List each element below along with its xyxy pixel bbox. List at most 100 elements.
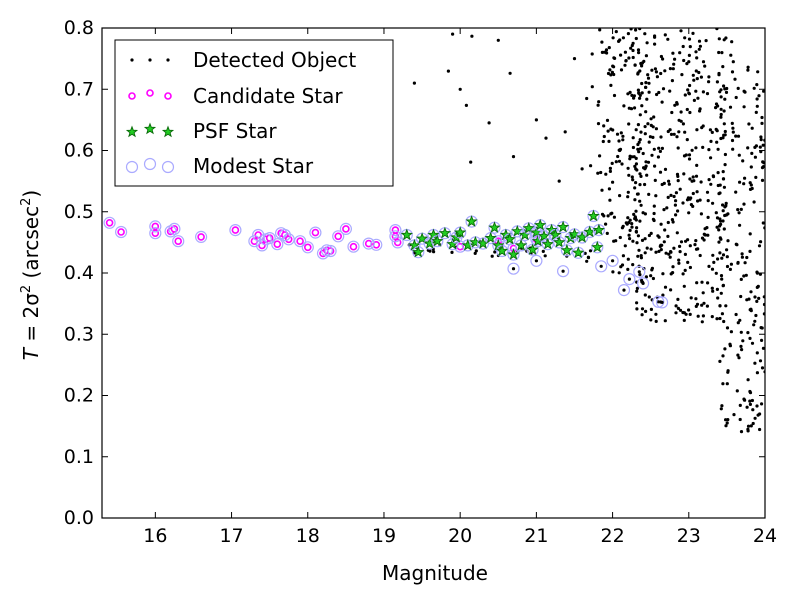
detected-object-point — [602, 214, 606, 218]
detected-object-point — [604, 172, 608, 176]
detected-object-point — [722, 84, 726, 88]
detected-object-point — [631, 48, 635, 53]
detected-object-point — [723, 347, 727, 351]
detected-object-point — [710, 315, 714, 319]
detected-object-point — [676, 297, 680, 301]
detected-object-point — [635, 241, 639, 245]
detected-object-point — [739, 207, 743, 211]
detected-object-point — [643, 251, 647, 255]
detected-object-point — [639, 203, 643, 207]
detected-object-point — [669, 132, 674, 136]
detected-object-point — [674, 311, 678, 315]
detected-object-point — [659, 135, 663, 139]
detected-object-point — [487, 121, 491, 125]
detected-object-point — [760, 115, 764, 120]
y-axis-label: T = 2σ2 (arcsec2) — [19, 190, 43, 360]
detected-object-point — [686, 196, 691, 200]
detected-object-point — [720, 404, 724, 408]
detected-object-point — [684, 153, 688, 157]
x-tick-label: 23 — [677, 525, 701, 547]
detected-object-point — [601, 139, 605, 144]
detected-object-point — [640, 313, 644, 317]
detected-object-point — [687, 157, 692, 161]
detected-object-point — [672, 132, 676, 136]
detected-object-point — [708, 128, 713, 132]
psf-star-point — [484, 231, 497, 244]
detected-object-point — [680, 73, 684, 77]
detected-object-point — [760, 338, 764, 342]
y-axis-label-unit: (arcsec — [19, 206, 43, 285]
detected-object-point — [750, 341, 755, 345]
psf-star-point — [400, 228, 414, 241]
detected-object-point — [697, 47, 701, 51]
modest-star-point — [636, 277, 650, 290]
detected-object-point — [681, 310, 685, 315]
modest-star-point — [530, 254, 543, 267]
detected-object-point — [634, 156, 638, 160]
detected-object-point — [637, 150, 641, 154]
detected-object-point — [653, 67, 658, 71]
legend-marker-candidate — [146, 89, 154, 97]
detected-object-point — [652, 204, 656, 208]
detected-object-point — [605, 118, 610, 122]
detected-object-point — [760, 121, 764, 125]
detected-object-point — [752, 86, 756, 90]
detected-object-point — [744, 273, 748, 277]
detected-object-point — [736, 321, 740, 325]
detected-object-point — [694, 297, 698, 301]
modest-star-core — [561, 269, 565, 273]
modest-star-point — [391, 236, 404, 249]
detected-object-point — [557, 179, 561, 183]
detected-object-point — [639, 174, 643, 178]
candidate-star-point — [372, 241, 381, 249]
detected-object-point — [729, 330, 734, 334]
detected-object-point — [736, 208, 740, 212]
detected-object-point — [640, 61, 645, 65]
detected-object-point — [688, 45, 692, 49]
detected-object-point — [715, 317, 719, 321]
psf-star-point — [461, 238, 474, 251]
detected-object-point — [688, 110, 692, 115]
detected-object-point — [760, 178, 765, 182]
detected-object-point — [694, 89, 698, 93]
detected-object-point — [630, 175, 634, 179]
detected-object-point — [626, 166, 630, 170]
detected-object-point — [737, 153, 741, 157]
detected-object-point — [634, 230, 639, 234]
detected-object-point — [761, 143, 765, 147]
detected-object-point — [678, 250, 682, 254]
candidate-star-point — [273, 240, 282, 248]
legend-marker-dot — [148, 58, 152, 62]
detected-object-point — [624, 59, 628, 63]
modest-star-core — [622, 288, 626, 292]
detected-object-point — [608, 169, 613, 173]
detected-object-point — [589, 164, 593, 168]
candidate-star-point — [296, 237, 304, 245]
detected-object-point — [626, 31, 631, 36]
detected-object-point — [687, 60, 691, 64]
detected-object-point — [656, 155, 661, 159]
detected-object-point — [649, 231, 653, 235]
detected-object-point — [647, 192, 651, 196]
detected-object-point — [634, 36, 638, 41]
detected-object-point — [602, 124, 606, 128]
modest-star-point — [633, 265, 646, 278]
detected-object-point — [644, 164, 648, 168]
legend-marker-modest — [125, 160, 139, 174]
detected-object-point — [644, 275, 649, 279]
detected-object-point — [730, 40, 734, 44]
detected-object-point — [511, 155, 516, 159]
detected-object-point — [541, 249, 545, 253]
detected-object-point — [745, 298, 749, 302]
detected-object-point — [638, 183, 642, 187]
detected-object-point — [643, 237, 647, 241]
modest-star-point — [271, 238, 284, 251]
detected-object-point — [636, 48, 641, 52]
detected-object-point — [622, 104, 626, 108]
detected-object-point — [609, 83, 613, 87]
detected-object-point — [667, 179, 671, 183]
modest-star-point — [164, 225, 177, 238]
modest-star-point — [320, 244, 333, 257]
detected-object-point — [762, 161, 765, 165]
detected-object-point — [685, 138, 689, 142]
